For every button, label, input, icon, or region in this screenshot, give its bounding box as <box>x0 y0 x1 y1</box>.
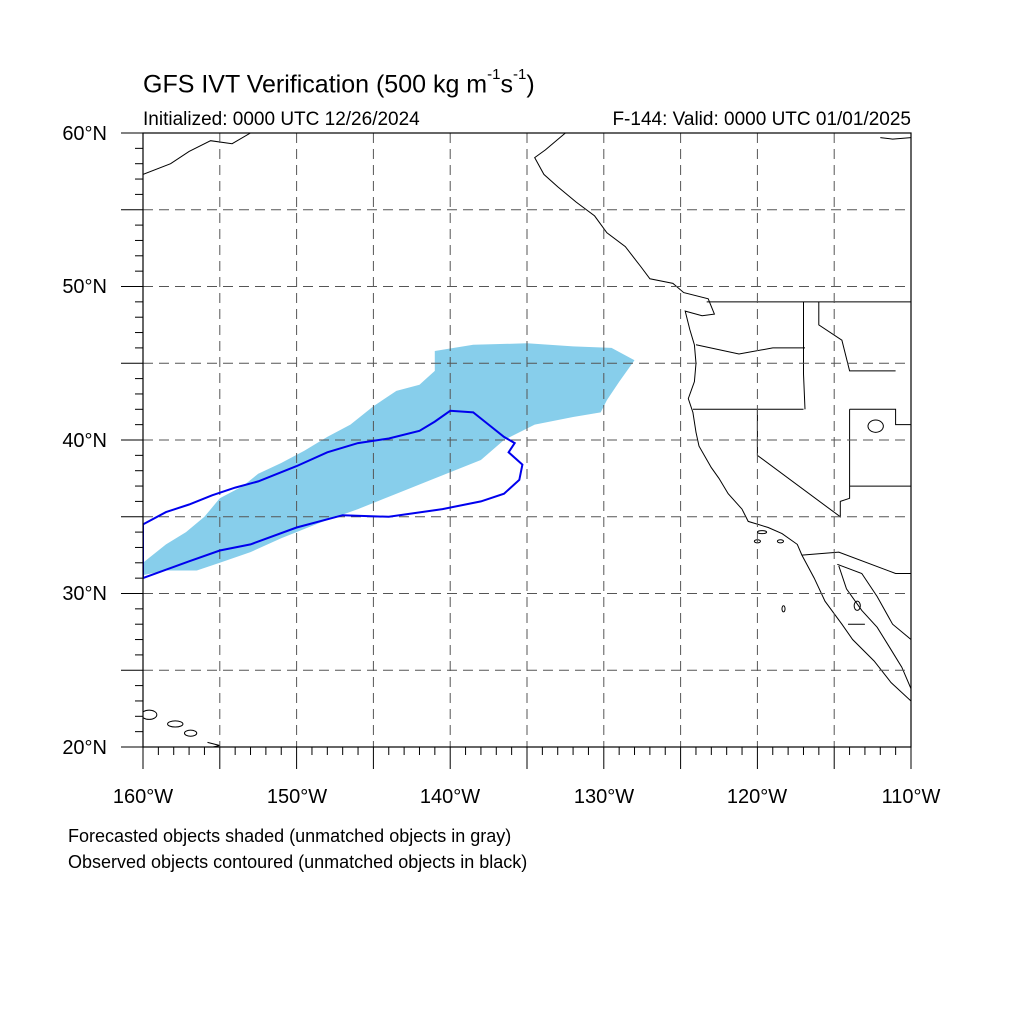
island-outline <box>183 729 198 737</box>
lat-label-20: 20°N <box>62 737 107 759</box>
lon-label-160w: 160°W <box>112 786 174 808</box>
utah-border <box>849 408 911 426</box>
legend-note-observed: Observed objects contoured (unmatched ob… <box>68 852 528 872</box>
island-outline <box>781 605 786 613</box>
lat-label-50: 50°N <box>62 276 107 298</box>
montana-idaho-border <box>818 301 896 372</box>
plot-frame <box>142 132 912 748</box>
axis-ticks <box>121 132 912 769</box>
idaho-border <box>803 301 806 410</box>
lat-label-60: 60°N <box>62 123 107 145</box>
lon-label-140w: 140°W <box>419 786 481 808</box>
lat-label-40: 40°N <box>62 430 107 452</box>
map-title: GFS IVT Verification (500 kg m-1s-1) <box>143 66 535 99</box>
initialized-time: Initialized: 0000 UTC 12/26/2024 <box>143 109 420 130</box>
lon-label-120w: 120°W <box>726 786 788 808</box>
lon-label-130w: 130°W <box>573 786 635 808</box>
coastline-layer <box>143 133 911 747</box>
mainland-mexico-coast <box>837 563 911 640</box>
us-mexico-border <box>801 551 911 574</box>
valid-time: F-144: Valid: 0000 UTC 01/01/2025 <box>612 109 911 130</box>
lon-label-150w: 150°W <box>266 786 328 808</box>
island-outline <box>167 720 184 728</box>
island-outline <box>143 709 158 720</box>
observed-object-layer <box>143 409 524 580</box>
alaska-coast <box>143 133 251 175</box>
observed-object-contour <box>143 409 524 580</box>
lat-label-30: 30°N <box>62 583 107 605</box>
bc-coast <box>880 137 911 140</box>
island-outline <box>853 600 861 611</box>
forecast-object-layer <box>143 343 635 576</box>
island-outline <box>756 530 768 535</box>
island-outline <box>776 539 785 544</box>
island-outline <box>867 419 884 433</box>
gulf-of-california-coast <box>838 565 911 689</box>
forecast-object-shading <box>143 343 635 576</box>
lon-label-110w: 110°W <box>881 786 941 808</box>
nevada-border <box>756 409 851 518</box>
oregon-washington-border <box>695 344 805 355</box>
legend-note-forecast: Forecasted objects shaded (unmatched obj… <box>68 826 512 846</box>
graticule-layer <box>143 133 911 747</box>
west-coast <box>534 133 911 702</box>
